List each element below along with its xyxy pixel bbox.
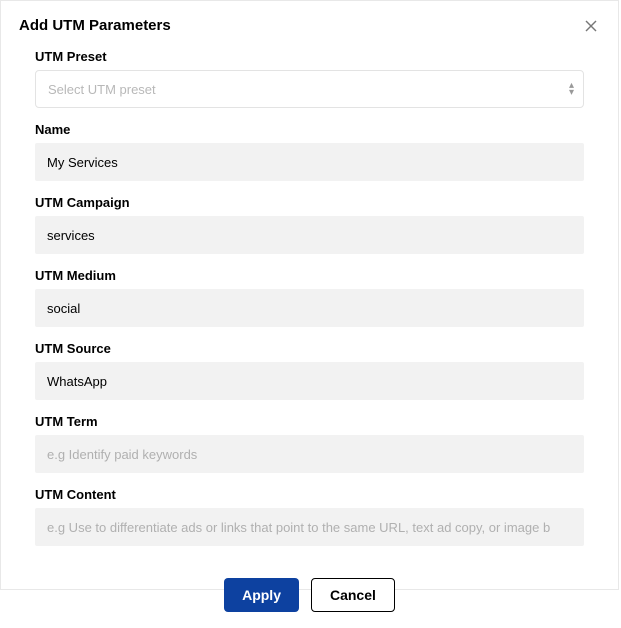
utm-content-input[interactable] xyxy=(35,508,584,546)
modal-footer: Apply Cancel xyxy=(1,560,618,628)
utm-preset-value: Select UTM preset xyxy=(35,70,584,108)
modal-title: Add UTM Parameters xyxy=(19,17,171,34)
modal-header: Add UTM Parameters xyxy=(1,1,618,39)
utm-medium-input[interactable] xyxy=(35,289,584,327)
field-utm-source: UTM Source xyxy=(35,341,584,400)
apply-button[interactable]: Apply xyxy=(224,578,299,612)
select-arrows-icon: ▴▾ xyxy=(569,82,574,96)
utm-source-label: UTM Source xyxy=(35,341,584,356)
utm-medium-label: UTM Medium xyxy=(35,268,584,283)
close-icon xyxy=(585,20,597,32)
utm-preset-select[interactable]: Select UTM preset ▴▾ xyxy=(35,70,584,108)
utm-campaign-label: UTM Campaign xyxy=(35,195,584,210)
cancel-button[interactable]: Cancel xyxy=(311,578,395,612)
utm-term-label: UTM Term xyxy=(35,414,584,429)
close-button[interactable] xyxy=(582,17,600,35)
utm-preset-label: UTM Preset xyxy=(35,49,584,64)
field-utm-term: UTM Term xyxy=(35,414,584,473)
field-utm-campaign: UTM Campaign xyxy=(35,195,584,254)
field-utm-content: UTM Content xyxy=(35,487,584,546)
field-name: Name xyxy=(35,122,584,181)
utm-content-label: UTM Content xyxy=(35,487,584,502)
utm-modal: Add UTM Parameters UTM Preset Select UTM… xyxy=(0,0,619,590)
utm-source-input[interactable] xyxy=(35,362,584,400)
field-utm-medium: UTM Medium xyxy=(35,268,584,327)
name-input[interactable] xyxy=(35,143,584,181)
utm-term-input[interactable] xyxy=(35,435,584,473)
modal-body: UTM Preset Select UTM preset ▴▾ Name UTM… xyxy=(1,39,618,546)
field-utm-preset: UTM Preset Select UTM preset ▴▾ xyxy=(35,49,584,108)
name-label: Name xyxy=(35,122,584,137)
utm-campaign-input[interactable] xyxy=(35,216,584,254)
